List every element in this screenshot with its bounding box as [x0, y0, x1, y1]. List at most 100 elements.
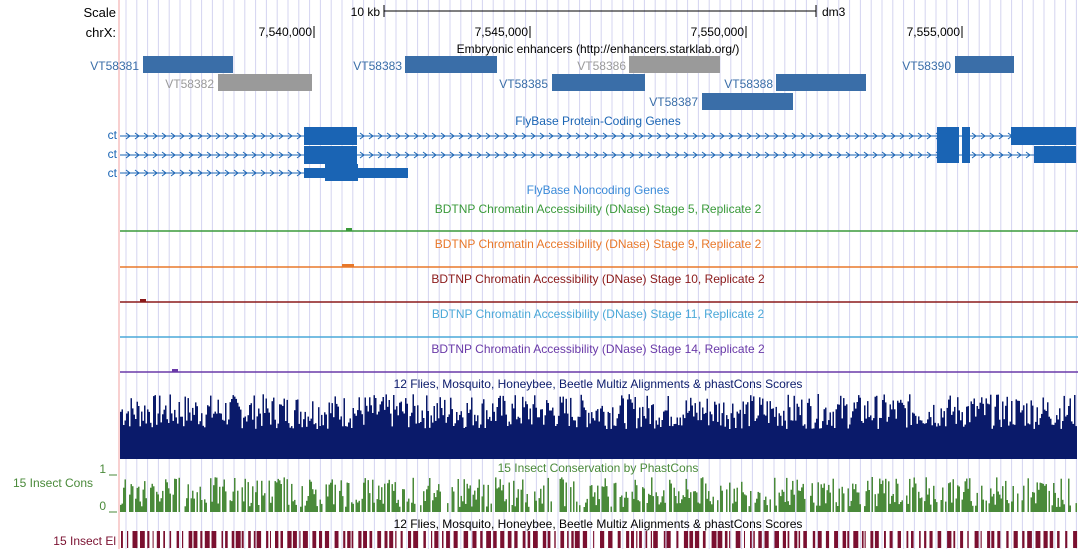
axis-min-label: 0: [99, 499, 106, 513]
phastcons-bar: [880, 484, 882, 512]
conserved-element: [600, 531, 605, 548]
conserved-element: [423, 531, 426, 548]
strand-arrow: [449, 151, 455, 159]
enhancer-feature[interactable]: [955, 56, 1014, 73]
phastcons-bar: [222, 486, 224, 512]
enhancer-label[interactable]: VT58387: [649, 95, 698, 109]
multiz-bar: [306, 426, 308, 459]
enhancer-label[interactable]: VT58381: [90, 59, 139, 73]
multiz-bar: [492, 403, 494, 459]
phastcons-bar: [340, 480, 342, 512]
multiz-bar: [234, 396, 236, 459]
multiz-bars[interactable]: [120, 394, 1077, 459]
conserved-element: [514, 531, 518, 548]
enhancers-track: Embryonic enhancers (http://enhancers.st…: [90, 42, 1014, 110]
multiz-bar: [297, 399, 299, 459]
multiz-bar: [783, 410, 785, 459]
strand-arrow: [233, 169, 239, 177]
phastcons-bar: [991, 496, 993, 512]
multiz-bar: [996, 394, 998, 459]
phastcons-bar: [327, 496, 329, 512]
enhancer-label[interactable]: VT58386: [577, 59, 626, 73]
phastcons-bar: [847, 488, 849, 512]
gene-label[interactable]: ct: [108, 166, 118, 180]
multiz-bar: [222, 419, 224, 459]
enhancer-label[interactable]: VT58383: [353, 59, 402, 73]
multiz-bar: [1075, 426, 1077, 459]
multiz-bar: [1039, 418, 1041, 459]
phastcons-bar: [636, 485, 638, 512]
phastcons-bar: [252, 486, 254, 512]
conserved-element: [156, 531, 160, 548]
multiz-bar: [858, 395, 860, 459]
enhancer-label[interactable]: VT58385: [499, 77, 548, 91]
multiz-bar: [654, 428, 656, 459]
strand-arrow: [1025, 151, 1031, 159]
phastcons-bar: [993, 493, 995, 512]
multiz-bar: [624, 423, 626, 459]
enhancer-label[interactable]: VT58382: [165, 77, 214, 91]
track-side-label[interactable]: 15 Insect El: [53, 534, 116, 548]
enhancer-label[interactable]: VT58388: [724, 77, 773, 91]
conserved-element: [1043, 531, 1048, 548]
phastcons-bar: [241, 487, 243, 512]
phastcons-bar: [871, 477, 873, 512]
strand-arrow: [827, 151, 833, 159]
enhancer-label[interactable]: VT58390: [902, 59, 951, 73]
strand-arrow: [683, 151, 689, 159]
multiz-bar: [184, 396, 186, 459]
strand-arrow: [134, 132, 140, 140]
strand-arrow: [872, 132, 878, 140]
phastcons-bar: [705, 483, 707, 512]
enhancer-feature[interactable]: [552, 74, 645, 91]
multiz-bar: [498, 398, 500, 459]
multiz-bar: [652, 404, 654, 459]
phastcons-bar: [123, 487, 125, 512]
phastcons-bar: [804, 498, 806, 512]
multiz-bar: [378, 411, 380, 459]
track-side-label[interactable]: 15 Insect Cons: [13, 476, 93, 490]
strand-arrow: [710, 132, 716, 140]
multiz-bar: [897, 400, 899, 459]
multiz-bar: [507, 426, 509, 459]
multiz-bar: [273, 397, 275, 459]
phastcons-bar: [829, 492, 831, 512]
enhancer-feature[interactable]: [143, 56, 233, 73]
gene-label[interactable]: ct: [108, 147, 118, 161]
enhancer-feature[interactable]: [629, 56, 720, 73]
multiz-bar: [861, 421, 863, 459]
strand-arrow: [818, 132, 824, 140]
phastcons-bar: [1033, 492, 1035, 512]
phastcons-bar: [499, 479, 501, 512]
enhancer-feature[interactable]: [702, 93, 793, 110]
multiz-bar: [394, 409, 396, 459]
multiz-bar: [802, 425, 804, 459]
multiz-bar: [210, 395, 212, 459]
multiz-bar: [363, 424, 365, 459]
multiz-bar: [601, 405, 603, 459]
phastcons-bar: [856, 492, 858, 512]
strand-arrow: [170, 169, 176, 177]
enhancer-feature[interactable]: [405, 56, 497, 73]
enhancer-feature[interactable]: [218, 74, 312, 91]
multiz-bar: [982, 403, 984, 459]
multiz-bar: [657, 424, 659, 459]
conserved-element: [645, 531, 648, 548]
conserved-elements[interactable]: [121, 531, 1078, 548]
multiz-bar: [373, 395, 375, 459]
multiz-bar: [517, 416, 519, 459]
gene-models[interactable]: [120, 127, 1076, 181]
track-title: 15 Insect Conservation by PhastCons: [498, 461, 699, 475]
enhancer-feature[interactable]: [776, 74, 866, 91]
gene-label[interactable]: ct: [108, 128, 118, 142]
multiz-bar: [942, 417, 944, 459]
phastcons-bars[interactable]: [120, 477, 1077, 512]
phastcons-bar: [655, 492, 657, 512]
conserved-element: [312, 531, 317, 548]
strand-arrow: [755, 132, 761, 140]
phastcons-bar: [406, 501, 408, 512]
phastcons-bar: [702, 477, 704, 512]
multiz-bar: [606, 429, 608, 459]
conserved-element: [803, 531, 807, 548]
